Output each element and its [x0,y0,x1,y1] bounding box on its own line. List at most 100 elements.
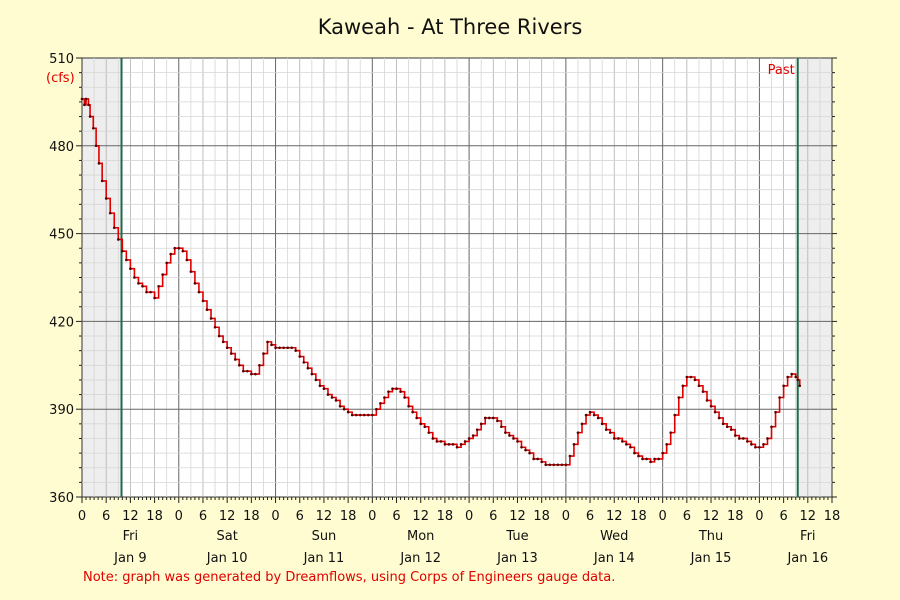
flow-data-point [778,396,781,399]
flow-data-point [713,410,717,414]
flow-data-point [80,97,84,101]
y-tick-label: 510 [49,52,74,67]
flow-data-point [496,419,499,423]
flow-data-point [205,308,209,311]
flow-data-point [358,413,362,417]
x-hour-label: 6 [199,509,207,524]
flow-data-point [576,431,580,434]
flow-data-point [665,443,668,446]
x-weekday-label: Thu [698,529,723,544]
flow-data-point [588,410,592,414]
flow-data-point [237,364,241,367]
y-tick-label: 390 [49,403,74,418]
flow-data-point [108,211,112,215]
flow-data-point [338,404,342,408]
x-hour-label: 12 [703,509,720,524]
flow-data-point [685,375,689,379]
flow-data-point [681,384,685,388]
flow-data-point [298,355,302,358]
flow-data-point [427,431,431,434]
chart-title: Kaweah - At Three Rivers [318,15,583,39]
flow-data-point [508,434,511,437]
flow-data-point [149,290,152,294]
x-hour-label: 12 [509,509,526,524]
flow-data-point [133,276,136,279]
x-hour-label: 18 [146,509,163,524]
flow-data-point [592,413,596,417]
flow-data-point [725,425,729,429]
x-hour-label: 0 [368,509,376,524]
flow-data-point [544,463,548,467]
flow-data-point [673,413,677,417]
flow-data-point [145,290,148,294]
x-hour-label: 18 [340,509,357,524]
flow-data-point [608,431,612,434]
flow-data-point [395,387,398,391]
flow-data-point [262,352,265,355]
x-weekday-label: Fri [123,529,139,544]
flow-data-point [310,372,314,376]
flow-data-point [137,282,140,285]
flow-data-point [709,404,713,408]
flow-data-point [266,340,269,344]
flow-data-point [479,422,483,426]
flow-data-point [580,422,584,426]
flow-data-point [350,413,354,417]
x-hour-label: 6 [102,509,110,524]
x-hour-label: 6 [683,509,691,524]
flow-data-point [375,407,378,411]
x-hour-label: 6 [392,509,400,524]
flow-data-point [705,399,709,402]
flow-data-point [415,416,418,420]
flow-data-point [91,126,95,130]
flow-data-point [189,270,193,273]
flow-data-point [274,346,277,350]
flow-data-point [419,422,423,426]
flow-data-point [572,443,576,446]
flow-data-point [326,393,330,396]
flow-data-point [677,396,681,399]
x-weekday-label: Sat [216,529,237,544]
x-hour-label: 0 [755,509,763,524]
flow-data-point [435,440,439,443]
flow-data-point [790,372,793,376]
x-weekday-label: Sun [312,529,337,544]
x-hour-label: 12 [800,509,817,524]
flow-data-point [637,454,640,458]
flow-data-point [233,358,237,361]
x-hour-label: 6 [296,509,304,524]
flow-data-point [758,445,761,449]
flow-data-point [383,396,386,399]
flow-data-point [786,375,789,379]
flow-data-point [641,457,644,461]
flow-data-point [83,103,86,107]
flow-data-point [729,428,733,431]
flow-data-point [141,284,144,288]
flow-data-point [633,451,636,455]
x-hour-label: 18 [727,509,744,524]
flow-data-point [354,413,358,417]
x-hour-label: 12 [316,509,333,524]
flow-data-point [443,443,447,446]
flow-data-point [254,372,257,376]
flow-data-point [439,440,443,443]
flow-data-point [193,282,197,285]
flow-data-point [161,273,164,276]
flow-data-point [322,387,326,391]
x-date-label: Jan 12 [399,551,441,566]
flow-data-point [387,390,390,393]
flow-data-point [754,445,757,449]
flow-data-point [278,346,281,350]
flow-data-point [516,440,519,443]
flow-data-point [463,440,467,443]
x-date-label: Jan 14 [593,551,635,566]
flow-data-point [483,416,487,420]
x-hour-label: 0 [175,509,183,524]
x-date-label: Jan 11 [303,551,345,566]
flow-data-point [84,97,88,101]
flow-data-point [669,431,673,434]
flow-data-point [334,399,338,402]
flow-data-point [540,460,543,464]
flow-data-point [649,460,652,464]
flow-data-point [250,372,253,376]
